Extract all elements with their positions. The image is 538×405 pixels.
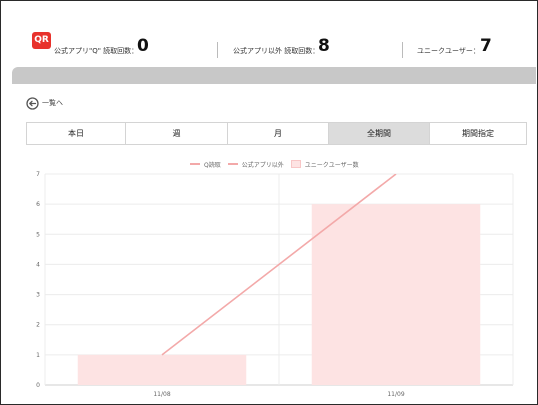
legend-swatch-q-reads (190, 163, 200, 165)
x-tick-label: 11/09 (387, 391, 404, 398)
y-tick-label: 4 (36, 261, 40, 268)
back-to-list-label: 一覧へ (42, 99, 63, 107)
line-series-other-apps (161, 174, 397, 356)
y-tick-label: 3 (36, 292, 40, 299)
stats-header: QR 公式アプリ"Q" 読取回数： 0 公式アプリ以外 読取回数： 8 ユニーク… (2, 8, 536, 70)
y-tick-label: 2 (36, 322, 40, 329)
x-tick-label: 11/08 (153, 391, 170, 398)
legend-label-unique-users: ユニークユーザー数 (304, 161, 359, 169)
y-tick-label: 5 (36, 231, 40, 238)
legend-swatch-unique-users (290, 160, 301, 168)
stats-divider (217, 42, 218, 58)
official-reads-label: 公式アプリ"Q" 読取回数： (54, 47, 139, 55)
y-tick-label: 0 (36, 382, 40, 389)
bar-unique-users (77, 354, 247, 385)
y-tick-label: 7 (36, 171, 40, 178)
tab-week[interactable]: 週 (125, 122, 228, 145)
unique-users-label: ユニークユーザー： (417, 47, 480, 55)
legend-swatch-other-apps (227, 163, 238, 165)
unique-users-value: 7 (480, 36, 492, 56)
stats-divider (402, 42, 403, 58)
y-tick-label: 6 (36, 201, 40, 208)
legend-label-other-apps: 公式アプリ以外 (241, 161, 284, 169)
other-reads-value: 8 (318, 36, 330, 56)
section-divider-band (12, 67, 536, 84)
tab-custom-range[interactable]: 期間指定 (429, 122, 527, 145)
y-tick-label: 1 (36, 352, 40, 359)
qr-logo-icon: QR (32, 32, 51, 49)
back-to-list-link[interactable]: 一覧へ (26, 96, 63, 110)
tab-month[interactable]: 月 (227, 122, 329, 145)
bar-unique-users (311, 204, 481, 385)
chart-legend: Q読取 公式アプリ以外 ユニークユーザー数 (190, 159, 359, 169)
tab-today[interactable]: 本日 (26, 122, 126, 145)
official-reads-value: 0 (137, 36, 149, 56)
period-tabs: 本日 週 月 全期間 期間指定 (26, 122, 527, 145)
tab-all-time[interactable]: 全期間 (328, 122, 430, 145)
usage-chart: 0 1 2 3 4 5 6 7 11/08 11/09 (36, 171, 514, 398)
other-reads-label: 公式アプリ以外 読取回数： (233, 47, 320, 55)
arrow-left-circle-icon (26, 96, 39, 110)
legend-label-q-reads: Q読取 (204, 161, 221, 169)
